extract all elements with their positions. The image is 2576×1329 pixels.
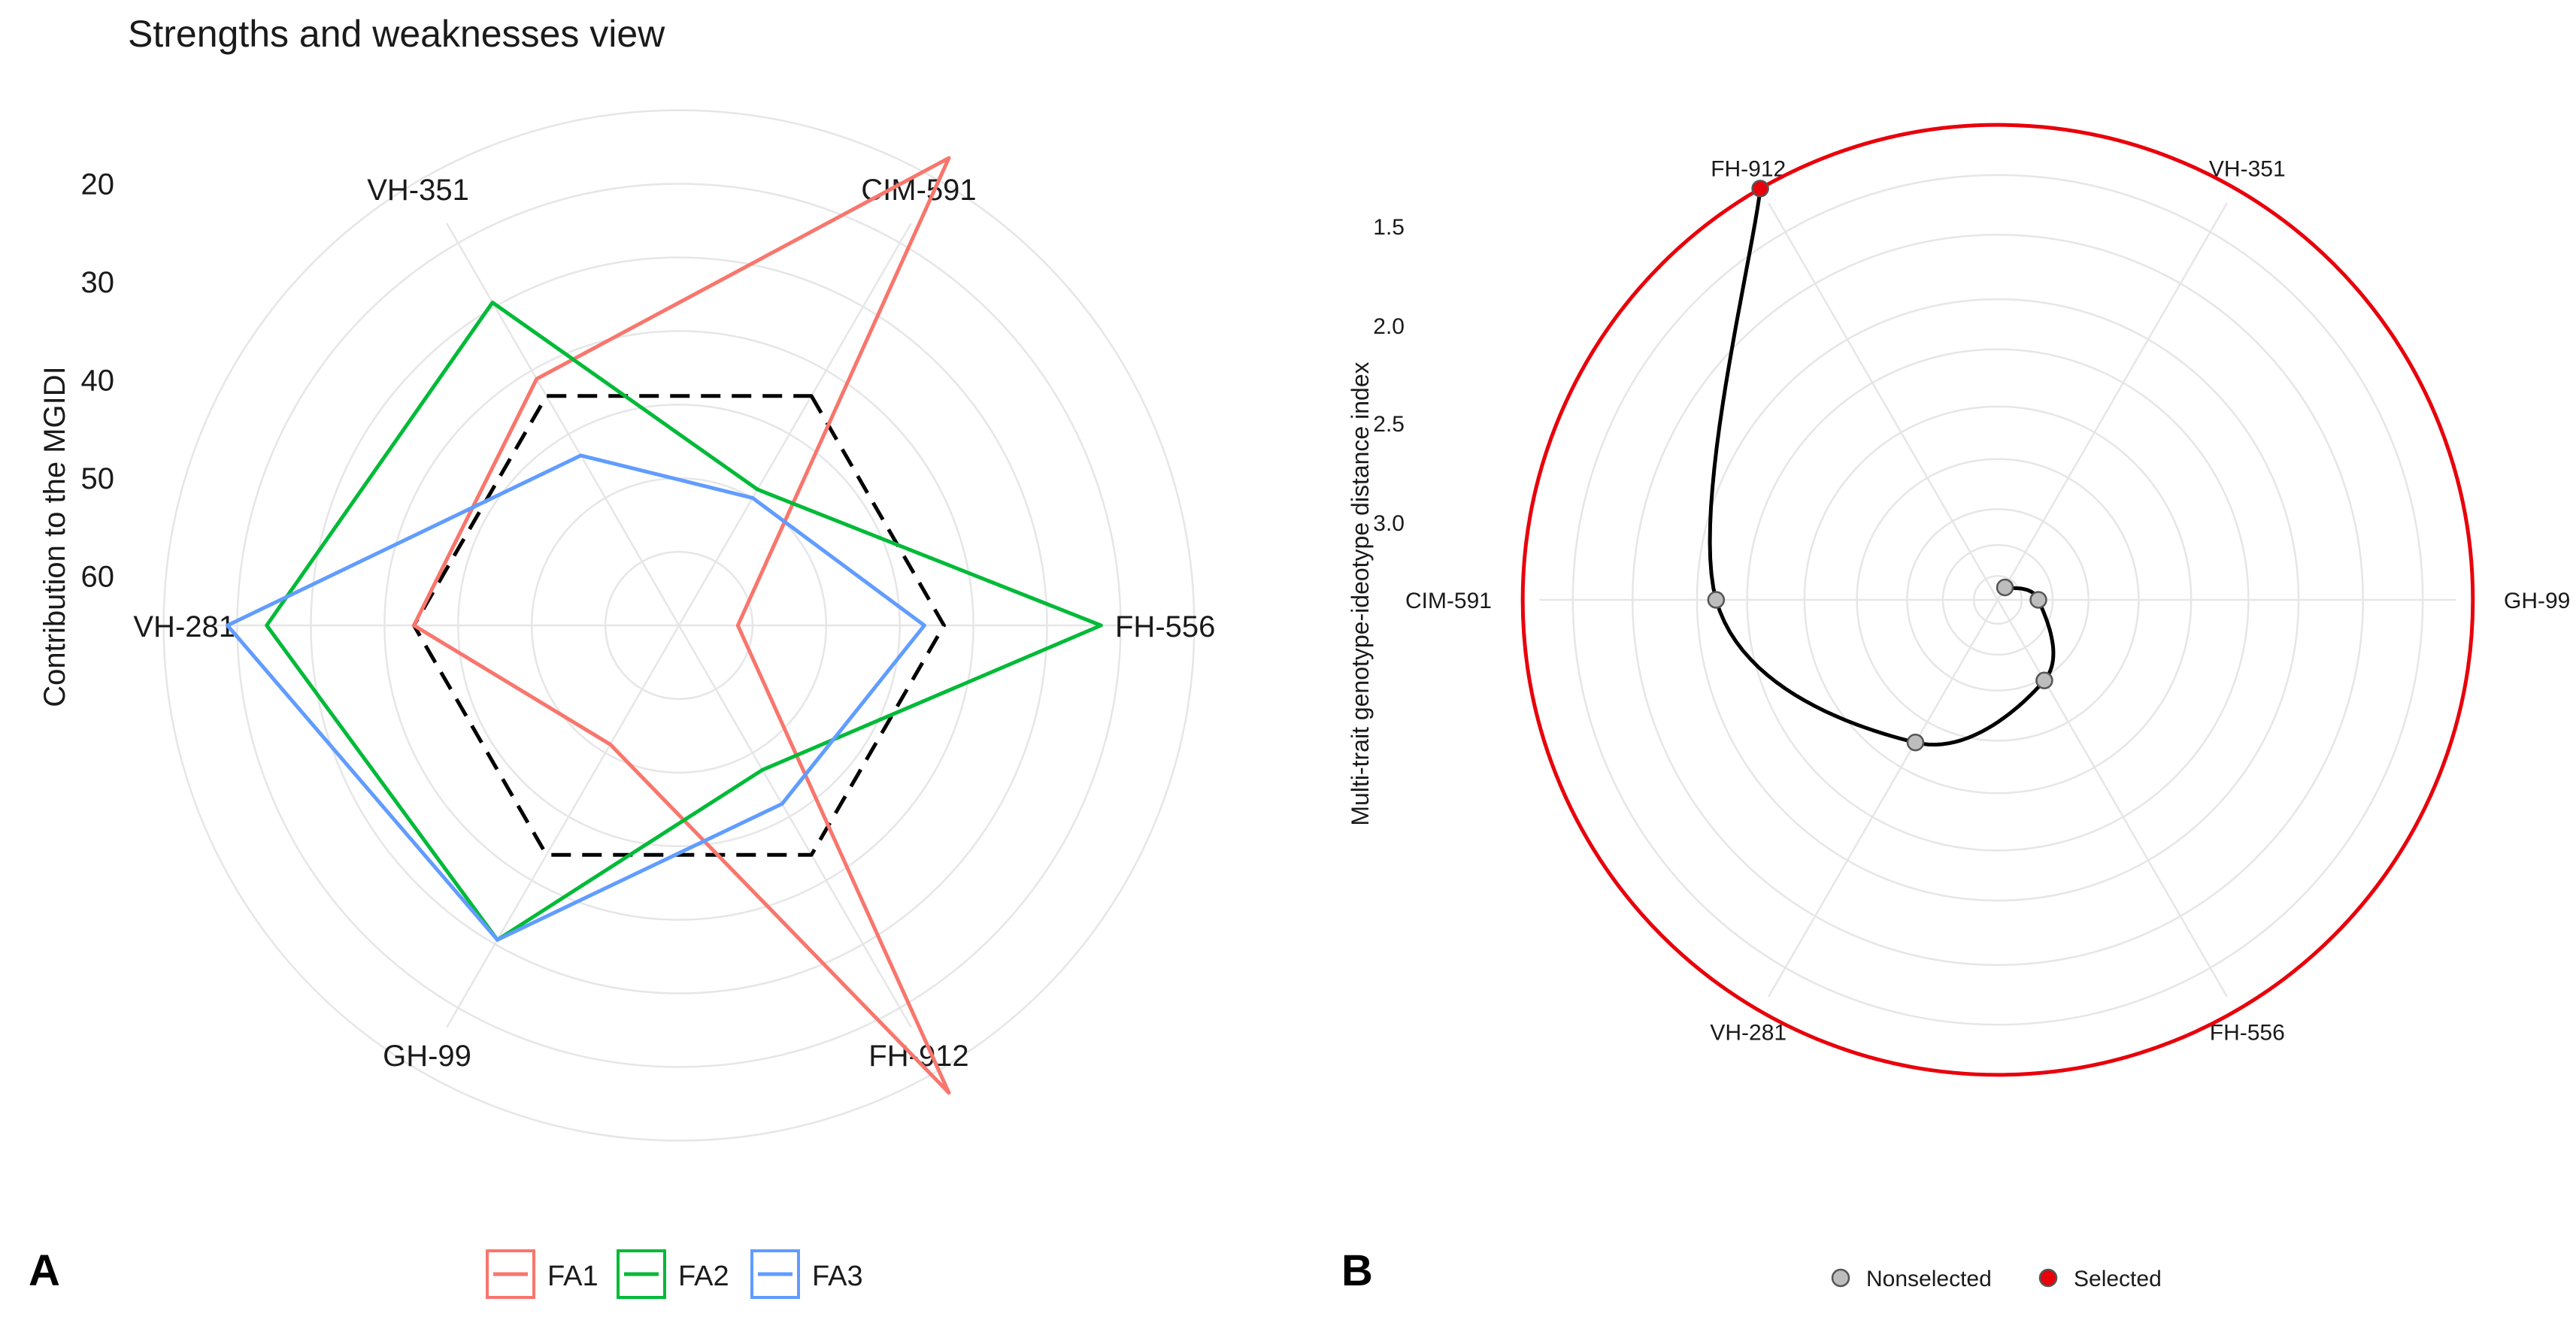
point-fh-556 bbox=[2035, 671, 2053, 689]
panel-a-category-labels: CIM-591 FH-556 FH-912 GH-99 VH-281 VH-351 bbox=[133, 174, 1215, 1073]
y-tick-label: 50 bbox=[81, 462, 115, 495]
point-fh-912 bbox=[1751, 180, 1769, 198]
legend-label-fa2: FA2 bbox=[678, 1261, 729, 1292]
grid-circle bbox=[162, 109, 1196, 1142]
point-vh-351 bbox=[1996, 578, 2014, 597]
series-fa3 bbox=[226, 453, 926, 942]
legend-label-fa3: FA3 bbox=[812, 1261, 863, 1292]
spoke-fh-912 bbox=[1768, 202, 1999, 601]
category-label-vh-351: VH-351 bbox=[367, 174, 469, 207]
reference-line bbox=[412, 394, 946, 857]
point-gh-99 bbox=[2029, 591, 2047, 609]
category-label-fh-912: FH-912 bbox=[868, 1040, 968, 1073]
spoke-vh-351 bbox=[446, 223, 680, 626]
panel-b-y-ticks: 1.5 2.0 2.5 3.0 bbox=[1373, 215, 1405, 536]
panel-a-y-ticks: 20 30 40 50 60 bbox=[81, 168, 115, 594]
panel-a-title: Strengths and weaknesses view bbox=[128, 13, 665, 55]
category-label-cim-591: CIM-591 bbox=[1405, 589, 1492, 613]
legend-label-fa1: FA1 bbox=[547, 1261, 599, 1292]
category-label-fh-912: FH-912 bbox=[1711, 156, 1786, 181]
legend-point-nonselected bbox=[1831, 1268, 1850, 1288]
panel-b-y-axis-label: Multi-trait genotype-ideotype distance i… bbox=[1347, 362, 1374, 825]
panel-a-legend[interactable]: FA1 FA2 FA3 bbox=[486, 1249, 863, 1299]
panel-a-y-axis-label: Contribution to the MGIDI bbox=[38, 366, 71, 707]
category-label-vh-351: VH-351 bbox=[2209, 156, 2286, 181]
category-label-gh-99: GH-99 bbox=[383, 1040, 471, 1073]
category-label-fh-556: FH-556 bbox=[1115, 610, 1215, 643]
y-tick-label: 2.5 bbox=[1373, 412, 1405, 437]
legend-label-nonselected: Nonselected bbox=[1866, 1267, 1992, 1291]
cutpoint-circle bbox=[1520, 123, 2475, 1077]
panel-b: 1.5 2.0 2.5 3.0 Multi-trait genotype-ideoty… bbox=[1341, 123, 2570, 1295]
category-label-vh-281: VH-281 bbox=[1710, 1021, 1787, 1046]
y-tick-label: 30 bbox=[81, 266, 115, 299]
y-tick-label: 3.0 bbox=[1373, 511, 1405, 536]
spoke-cim-591 bbox=[677, 223, 912, 626]
y-tick-label: 1.5 bbox=[1373, 215, 1405, 240]
panel-a-series bbox=[226, 156, 1103, 1095]
category-label-cim-591: CIM-591 bbox=[861, 174, 976, 207]
panel-b-marks bbox=[1520, 123, 2475, 1077]
panel-a-grid bbox=[162, 109, 1196, 1142]
spoke-fh-556 bbox=[1996, 599, 2228, 998]
spoke-vh-351 bbox=[1996, 202, 2228, 601]
legend-label-selected: Selected bbox=[2074, 1267, 2162, 1291]
y-tick-label: 20 bbox=[81, 168, 115, 201]
distance-spiral bbox=[1708, 188, 2056, 747]
legend-point-selected bbox=[2038, 1268, 2058, 1288]
spoke-vh-281 bbox=[1768, 599, 1999, 998]
category-label-gh-99: GH-99 bbox=[2504, 589, 2570, 613]
category-label-vh-281: VH-281 bbox=[133, 610, 235, 643]
spoke-gh-99 bbox=[446, 625, 680, 1028]
point-cim-591 bbox=[1707, 591, 1726, 609]
y-tick-label: 2.0 bbox=[1373, 314, 1405, 339]
point-vh-281 bbox=[1906, 733, 1925, 752]
y-tick-label: 60 bbox=[81, 561, 115, 594]
y-tick-label: 40 bbox=[81, 365, 115, 398]
panel-a: Strengths and weaknesses view 20 30 40 50 60… bbox=[29, 13, 1215, 1299]
panel-b-letter: B bbox=[1341, 1246, 1373, 1295]
category-label-fh-556: FH-556 bbox=[2210, 1021, 2285, 1046]
panel-a-letter: A bbox=[29, 1246, 60, 1295]
panel-b-category-labels: GH-99 VH-351 FH-912 CIM-591 VH-281 FH-556 bbox=[1405, 156, 2570, 1045]
panel-b-grid bbox=[1539, 174, 2456, 1026]
series-fa1 bbox=[412, 156, 951, 1095]
spoke-fh-912 bbox=[677, 625, 912, 1028]
panel-b-legend[interactable]: Nonselected Selected bbox=[1831, 1267, 2162, 1291]
